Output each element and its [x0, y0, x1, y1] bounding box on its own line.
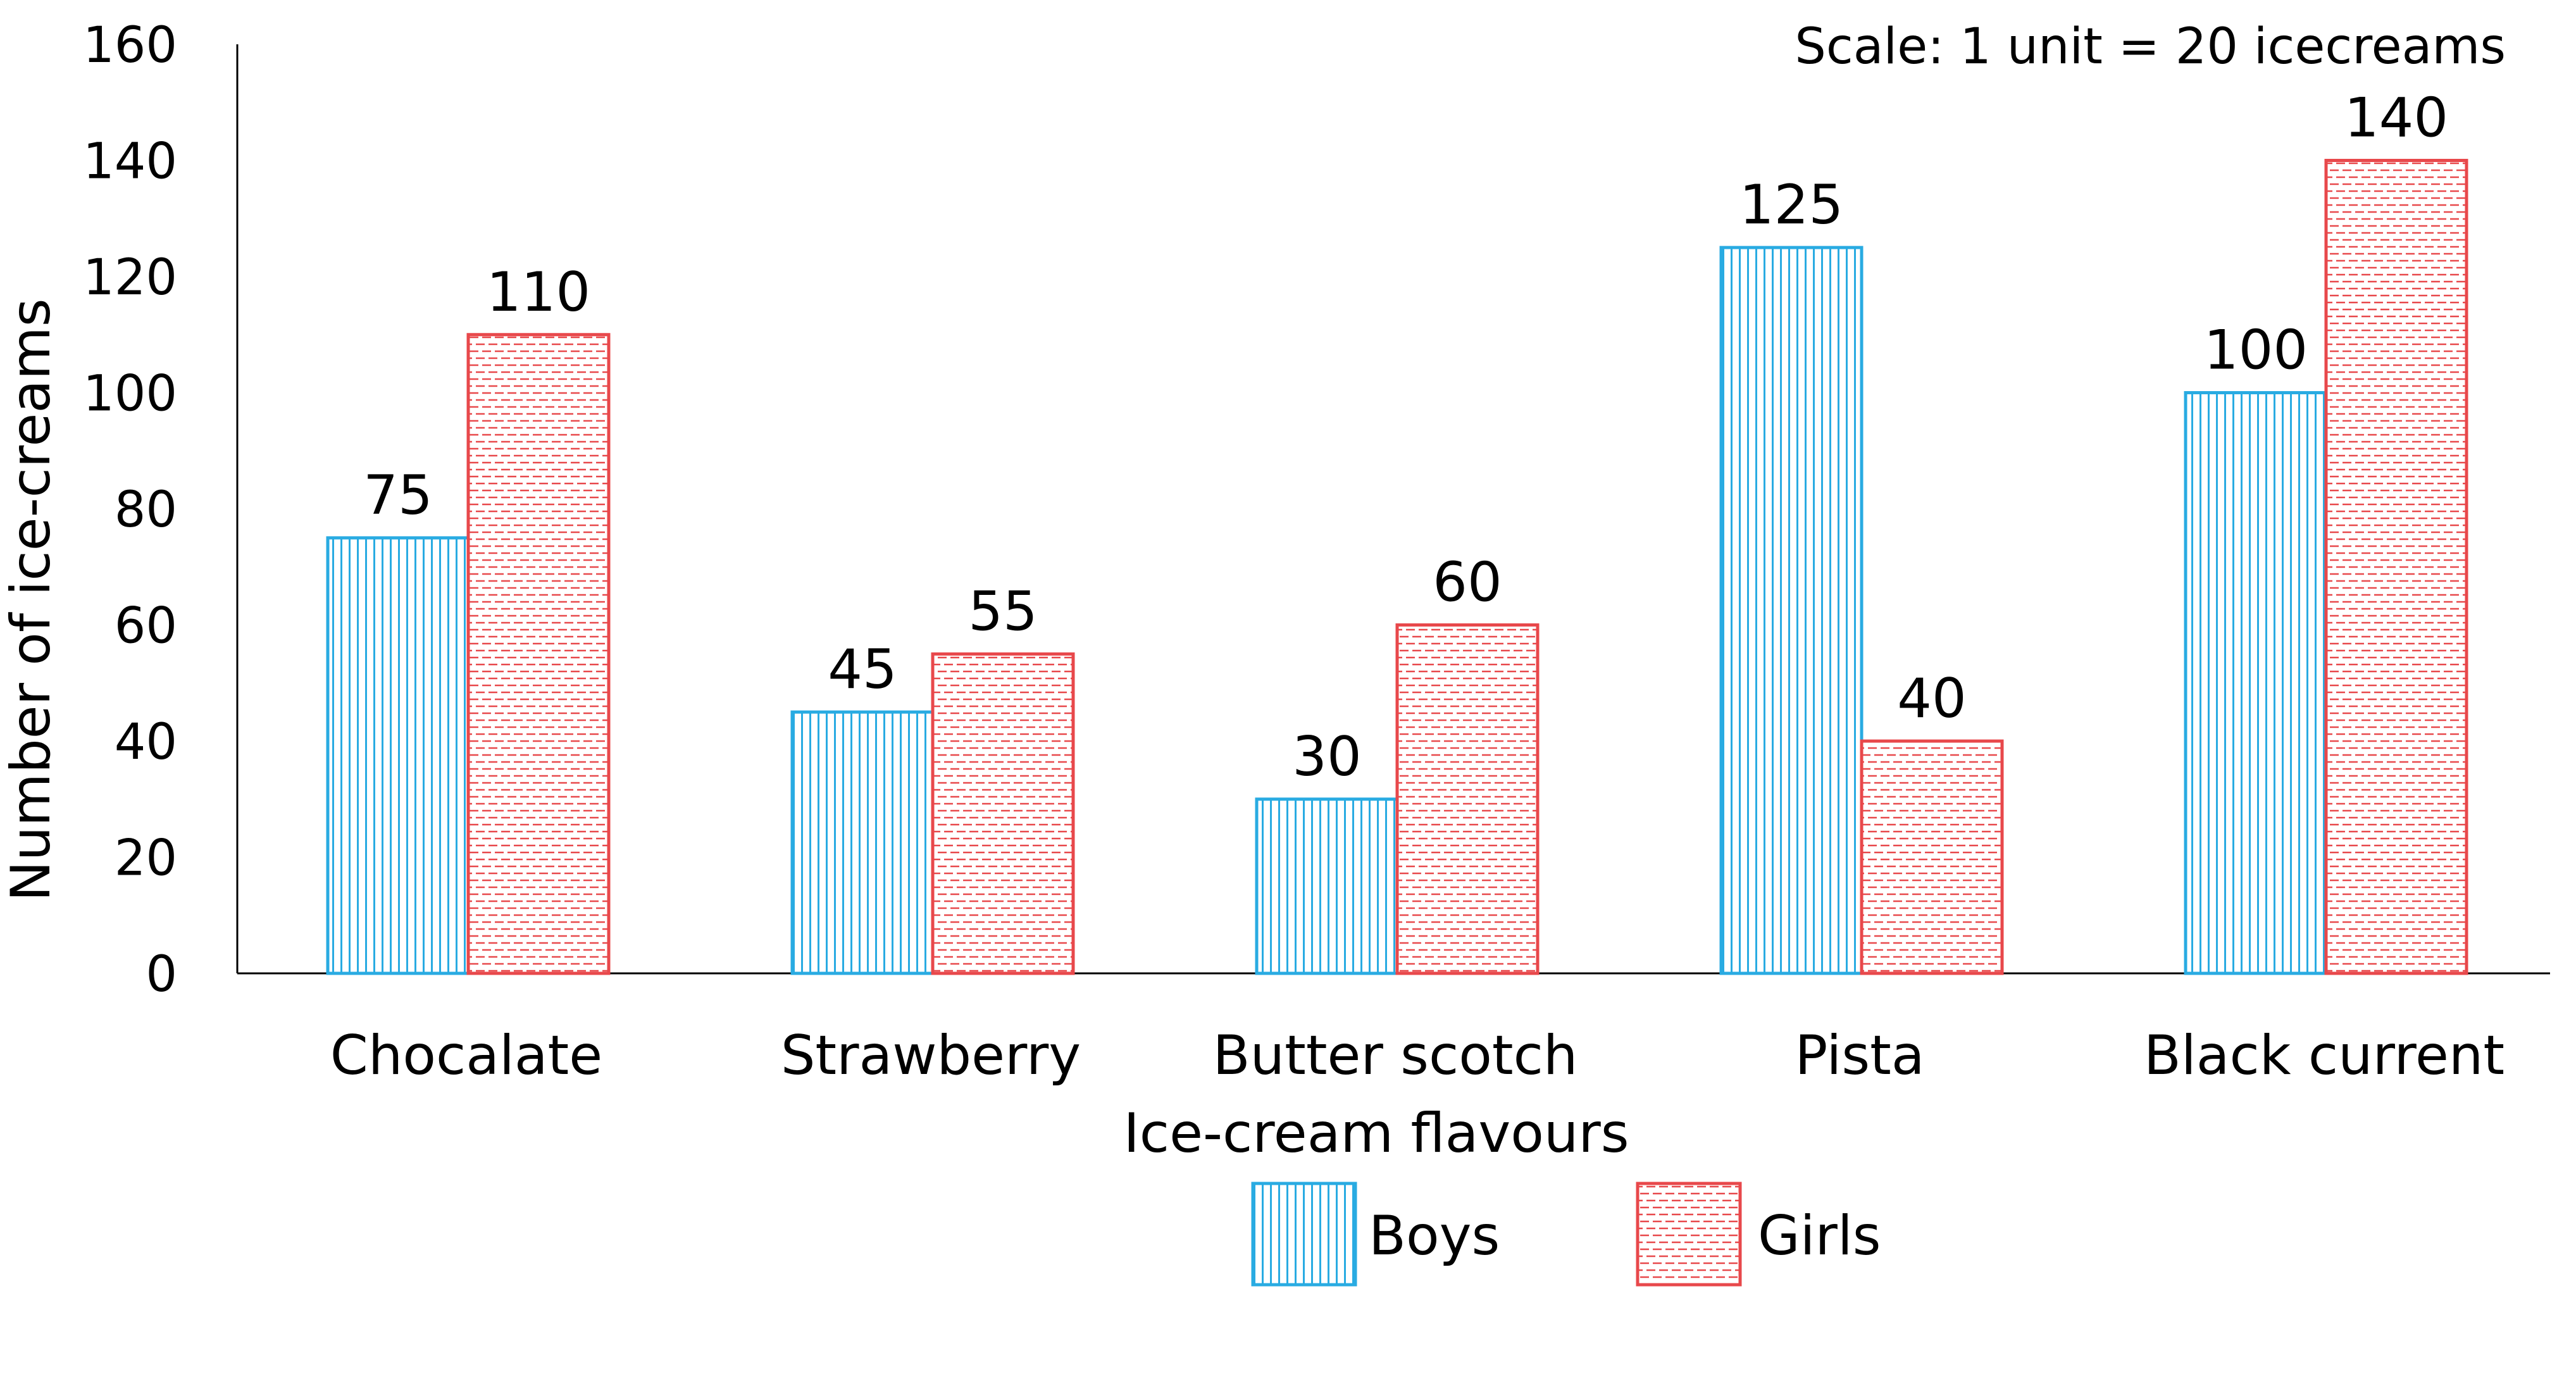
x-tick-label: Pista — [1795, 1024, 1924, 1087]
data-label-boys-2: 30 — [1292, 725, 1361, 789]
data-label-girls-3: 40 — [1897, 667, 1966, 730]
y-tick-label: 40 — [115, 714, 177, 771]
y-tick-label: 140 — [83, 134, 177, 190]
bars — [326, 159, 2468, 975]
bar-girls-3 — [1860, 739, 2004, 975]
data-label-girls-0: 110 — [487, 261, 590, 324]
legend-swatch-girls — [1636, 1182, 1742, 1287]
data-label-girls-2: 60 — [1433, 551, 1502, 615]
y-tick-label: 120 — [83, 249, 177, 306]
bar-boys-2 — [1255, 797, 1399, 975]
y-axis-title: Number of ice-creams — [0, 298, 63, 901]
y-tick-label: 80 — [115, 482, 177, 539]
data-label-boys-3: 125 — [1739, 173, 1843, 237]
y-tick-label: 0 — [146, 946, 177, 1003]
bar-girls-4 — [2324, 159, 2468, 975]
legend: Boys Girls — [1251, 1182, 1881, 1287]
data-labels: 75 45 30 125 100 110 55 60 40 140 — [363, 87, 2448, 789]
x-tick-label: Chocalate — [330, 1024, 602, 1087]
data-label-girls-1: 55 — [968, 580, 1037, 643]
x-axis: Chocalate Strawberry Butter scotch Pista Bla… — [237, 972, 2550, 1087]
data-label-girls-4: 140 — [2344, 87, 2448, 150]
data-label-boys-1: 45 — [828, 638, 897, 701]
x-tick-label: Butter scotch — [1213, 1024, 1578, 1087]
y-tick-label: 160 — [83, 17, 177, 74]
x-tick-label: Black current — [2144, 1024, 2504, 1087]
bar-boys-4 — [2184, 391, 2328, 975]
x-axis-title: Ice-cream flavours — [1123, 1102, 1629, 1165]
data-label-boys-4: 100 — [2204, 319, 2308, 382]
bar-girls-0 — [466, 333, 611, 975]
x-tick-label: Strawberry — [781, 1024, 1081, 1087]
bar-boys-0 — [326, 536, 470, 975]
legend-label-girls: Girls — [1758, 1204, 1881, 1268]
bar-boys-1 — [790, 710, 935, 975]
bar-girls-1 — [931, 652, 1075, 975]
bar-girls-2 — [1395, 623, 1540, 975]
y-tick-label: 20 — [115, 830, 177, 887]
scale-annotation: Scale: 1 unit = 20 icecreams — [1795, 18, 2506, 75]
y-axis: 0 20 40 60 80 100 120 140 160 — [83, 17, 239, 1003]
y-tick-label: 60 — [115, 598, 177, 655]
bar-boys-3 — [1719, 246, 1864, 975]
data-label-boys-0: 75 — [363, 464, 432, 527]
y-tick-label: 100 — [83, 366, 177, 423]
legend-swatch-boys — [1251, 1182, 1357, 1287]
legend-label-boys: Boys — [1369, 1204, 1500, 1268]
